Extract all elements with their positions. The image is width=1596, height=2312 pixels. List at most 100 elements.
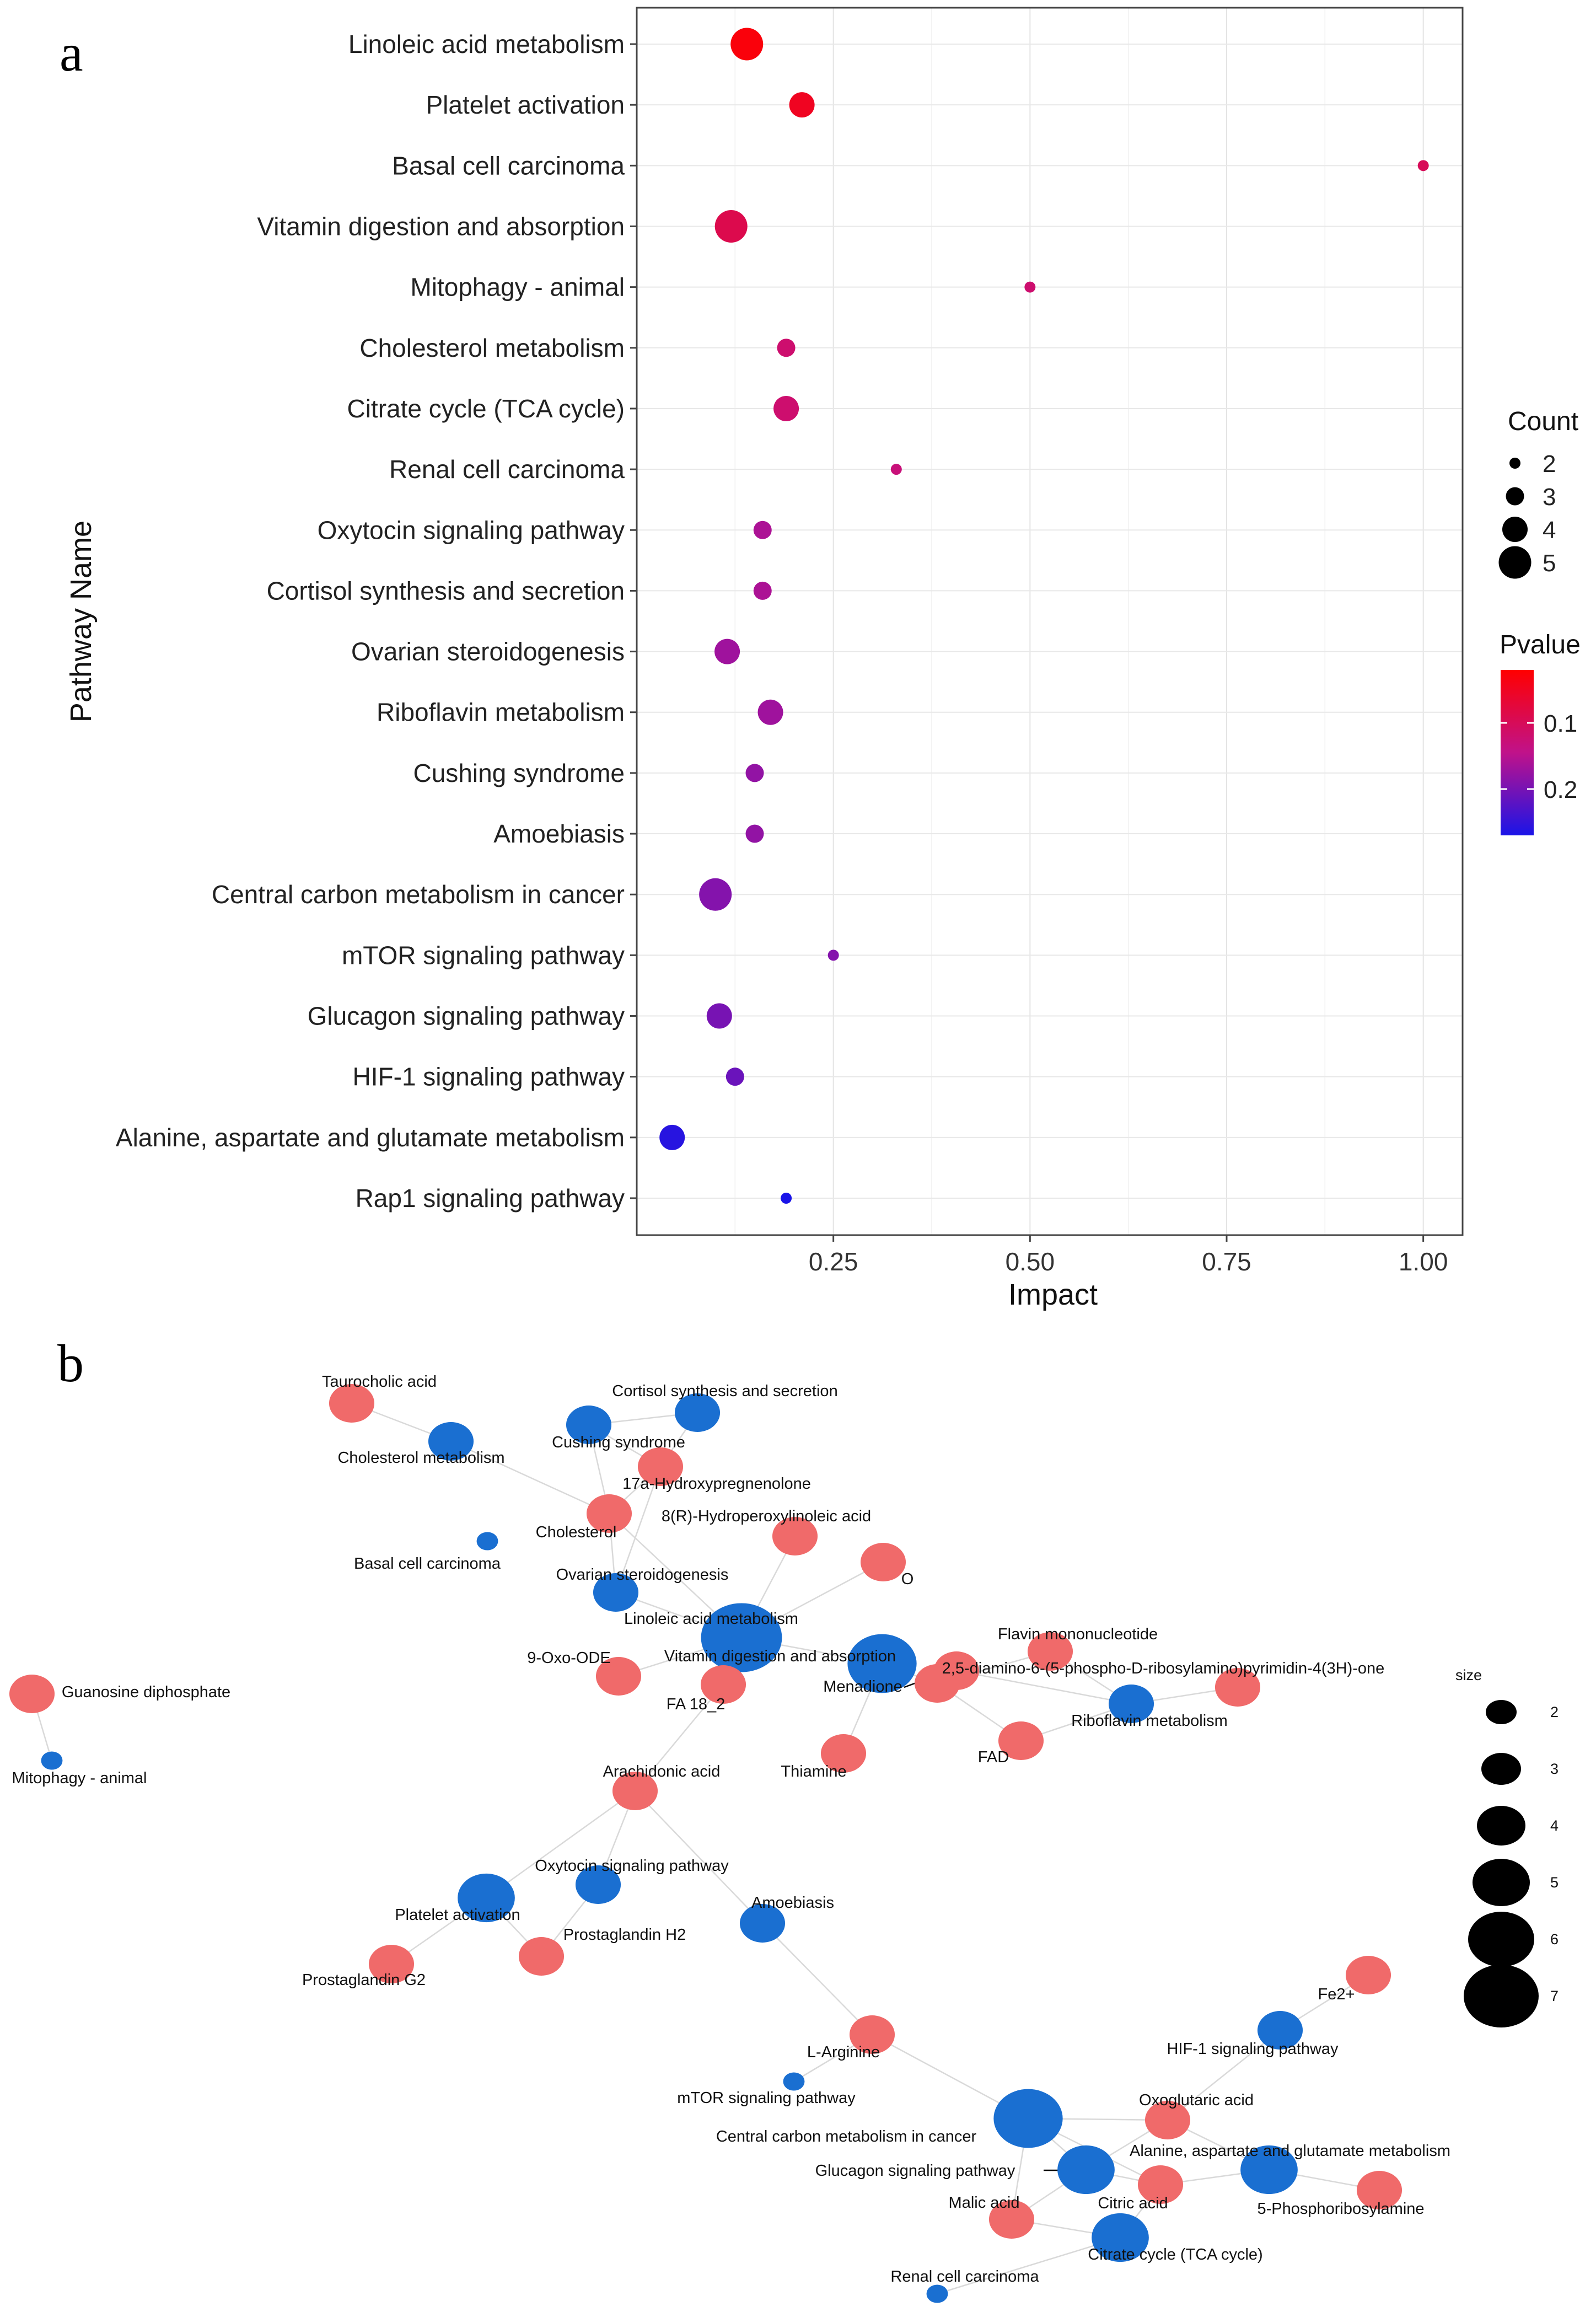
pvalue-colorbar [1501,670,1534,835]
metabolite-node [1356,2171,1402,2209]
data-point [659,1124,685,1150]
node-label: Arachidonic acid [603,1763,721,1780]
metabolite-node [772,1517,818,1555]
metabolite-node [988,2200,1035,2239]
node-label: HIF-1 signaling pathway [1167,2040,1339,2058]
pathway-node [1240,2145,1298,2195]
node-label: Glucagon signaling pathway [815,2162,1015,2180]
pathway-node [1092,2213,1149,2262]
data-point [699,878,732,911]
node-label: 2,5-diamino-6-(5-phospho-D-ribosylamino)… [942,1660,1385,1677]
pathway-node [575,1865,621,1904]
pathway-node [674,1393,721,1432]
metabolite-node [368,1945,415,1983]
data-point [745,764,764,782]
network-edge [956,1670,1132,1705]
pathway-node [926,2284,948,2303]
y-tick-label: HIF-1 signaling pathway [353,1063,625,1091]
metabolite-node [612,1772,658,1810]
dot-plot: Linoleic acid metabolism Platelet activat… [65,7,1581,1311]
metabolite-node [595,1657,642,1696]
node-label: L-Arginine [807,2043,880,2061]
node-label: Ovarian steroidogenesis [556,1566,729,1584]
node-label: 8(R)-Hydroperoxylinoleic acid [662,1508,871,1525]
node-label: Prostaglandin G2 [302,1971,426,1989]
node-label: Thiamine [781,1763,846,1780]
y-tick-label: Citrate cycle (TCA cycle) [347,394,625,423]
count-legend-label: 4 [1543,517,1556,544]
pvalue-tick-label: 0.1 [1544,710,1577,737]
y-tick-label: Mitophagy - animal [410,273,625,302]
y-tick-label: Linoleic acid metabolism [348,30,625,58]
node-label: Riboflavin metabolism [1071,1712,1228,1730]
y-tick-label: Central carbon metabolism in cancer [212,880,625,909]
panel-a-label: a [60,23,83,82]
size-legend-label: 2 [1550,1704,1559,1720]
node-label: Oxytocin signaling pathway [535,1857,729,1875]
y-tick-label: Oxytocin signaling pathway [318,516,625,544]
node-label: 17a-Hydroxypregnenolone [622,1475,811,1493]
node-label: Cushing syndrome [552,1434,685,1451]
metabolite-node [860,1543,906,1581]
x-axis-title: Impact [1008,1278,1098,1311]
node-label: Cholesterol [536,1524,617,1541]
network-edge [486,1790,636,1899]
metabolite-node [1144,2101,1191,2139]
node-label: Oxoglutaric acid [1139,2091,1254,2109]
node-label: Flavin mononucleotide [998,1626,1158,1643]
network-graph: Taurocholic acid Cortisol synthesis and s… [9,1373,1559,2303]
y-tick-label: Basal cell carcinoma [392,151,625,180]
network-edge [450,1440,610,1515]
metabolite-node [518,1937,565,1976]
y-tick-label: Amoebiasis [493,819,625,848]
network-edge [635,1684,724,1791]
node-label: Guanosine diphosphate [62,1683,230,1701]
data-point [777,339,796,357]
pathway-node [458,1873,515,1923]
data-point [726,1068,744,1086]
data-point [781,1193,792,1204]
metabolite-node [1137,2165,1184,2204]
y-tick-label: Ovarian steroidogenesis [351,637,625,666]
network-edge [762,1923,873,2035]
node-label: Fe2+ [1318,1986,1355,2003]
count-legend-dot [1509,458,1520,469]
node-label: Central carbon metabolism in cancer [716,2128,977,2145]
data-point [753,521,772,539]
y-tick-label: Alanine, aspartate and glutamate metabol… [116,1123,625,1152]
size-legend-label: 3 [1550,1761,1559,1777]
x-tick-label: 1.00 [1399,1247,1448,1276]
metabolite-node [1345,1956,1391,1994]
node-label: Cortisol synthesis and secretion [612,1382,837,1400]
y-tick-label: Glucagon signaling pathway [308,1002,625,1031]
metabolite-node [700,1665,746,1704]
node-label: mTOR signaling pathway [677,2089,856,2107]
size-legend-dot [1477,1806,1525,1846]
pathway-node [476,1532,498,1551]
node-label: Amoebiasis [751,1894,834,1912]
size-legend: size 2 3 4 5 6 7 [1455,1667,1559,2027]
y-tick-label: Rap1 signaling pathway [356,1184,625,1213]
y-tick-label: Riboflavin metabolism [377,698,625,727]
network-edge [615,1466,662,1593]
y-tick-label: Cortisol synthesis and secretion [267,576,625,605]
node-label: Cholesterol metabolism [337,1449,504,1467]
metabolite-node [9,1675,55,1713]
panel-b-label: b [57,1334,84,1393]
node-label: Vitamin digestion and absorption [664,1648,896,1665]
node-label: Basal cell carcinoma [354,1555,501,1573]
network-edge [937,2236,1121,2295]
y-tick-label: Platelet activation [426,90,625,119]
pathway-node [783,2072,805,2091]
count-legend-dot [1498,546,1531,579]
metabolite-node [586,1494,632,1533]
node-label: Platelet activation [395,1906,520,1924]
metabolite-node [1215,1668,1261,1707]
count-legend-title: Count [1508,407,1578,436]
plot-border [636,7,1464,1236]
count-legend-label: 2 [1543,450,1556,478]
data-point [706,1003,732,1029]
node-label: FA 18_2 [667,1696,725,1713]
size-legend-dot [1468,1912,1534,1967]
